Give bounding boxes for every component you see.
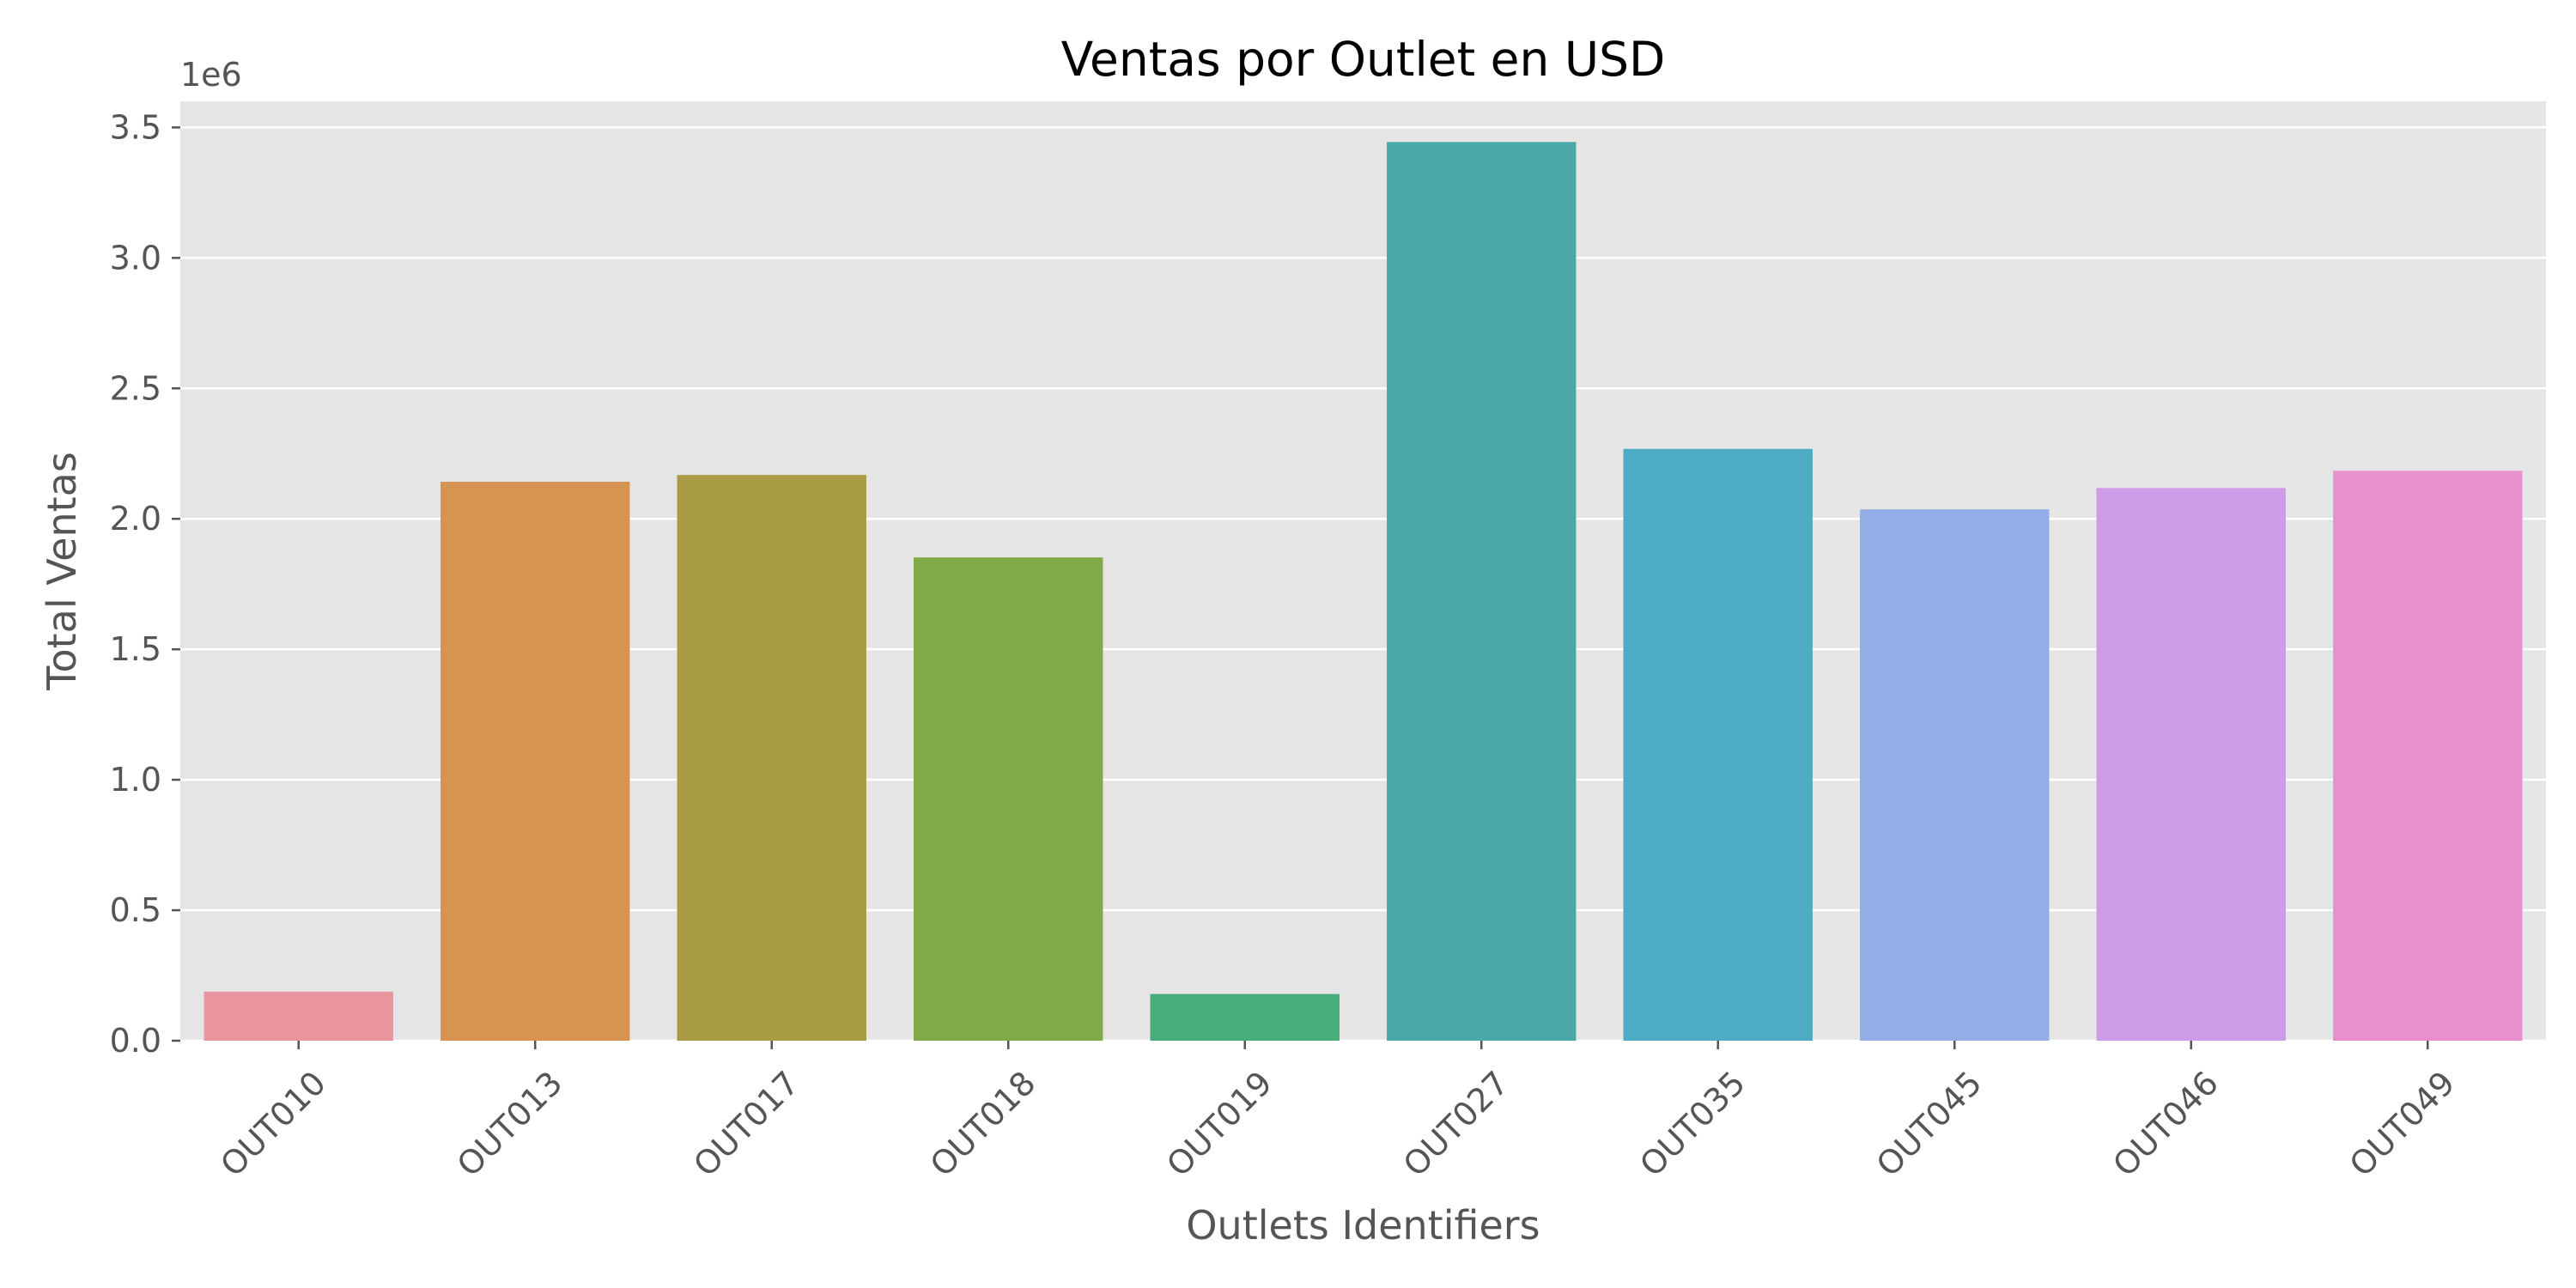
x-tick-label: OUT045 xyxy=(1869,1064,1990,1184)
x-tick-label: OUT027 xyxy=(1396,1064,1516,1184)
x-axis-label: Outlets Identifiers xyxy=(1186,1202,1540,1249)
x-tick-label: OUT019 xyxy=(1159,1064,1279,1184)
y-tick-label: 3.0 xyxy=(110,239,161,276)
bar-out045 xyxy=(1860,509,2050,1041)
y-tick-label: 1.5 xyxy=(110,630,161,668)
y-axis-label: Total Ventas xyxy=(39,452,85,691)
y-tick-label: 0.0 xyxy=(110,1022,161,1060)
x-tick-label: OUT049 xyxy=(2342,1064,2463,1184)
x-tick-label: OUT046 xyxy=(2105,1064,2226,1184)
x-axis-ticks: OUT010 OUT013 OUT017 OUT018 OUT019 OUT027 OUT0… xyxy=(213,1041,2462,1184)
bar-out010 xyxy=(204,991,393,1041)
x-tick-label: OUT010 xyxy=(213,1064,333,1184)
bar-out035 xyxy=(1623,448,1813,1041)
bar-out027 xyxy=(1387,142,1577,1042)
x-tick-label: OUT018 xyxy=(923,1064,1043,1184)
y-tick-label: 1.0 xyxy=(110,761,161,799)
y-axis-ticks: 0.0 0.5 1.0 1.5 2.0 2.5 3.0 3.5 xyxy=(110,108,180,1060)
bar-out019 xyxy=(1150,993,1340,1041)
bar-out017 xyxy=(677,475,866,1041)
bar-out013 xyxy=(440,482,630,1041)
x-tick-label: OUT013 xyxy=(450,1064,570,1184)
x-tick-label: OUT035 xyxy=(1632,1064,1753,1184)
y-tick-label: 2.5 xyxy=(110,369,161,407)
y-axis-offset-label: 1e6 xyxy=(180,56,242,94)
chart-title: Ventas por Outlet en USD xyxy=(1061,32,1666,87)
bar-out018 xyxy=(914,557,1103,1041)
bars xyxy=(204,142,2523,1042)
y-tick-label: 0.5 xyxy=(110,891,161,929)
bar-out046 xyxy=(2096,488,2286,1041)
y-tick-label: 3.5 xyxy=(110,108,161,146)
x-tick-label: OUT017 xyxy=(686,1064,806,1184)
bar-out049 xyxy=(2333,471,2523,1041)
y-tick-label: 2.0 xyxy=(110,500,161,538)
